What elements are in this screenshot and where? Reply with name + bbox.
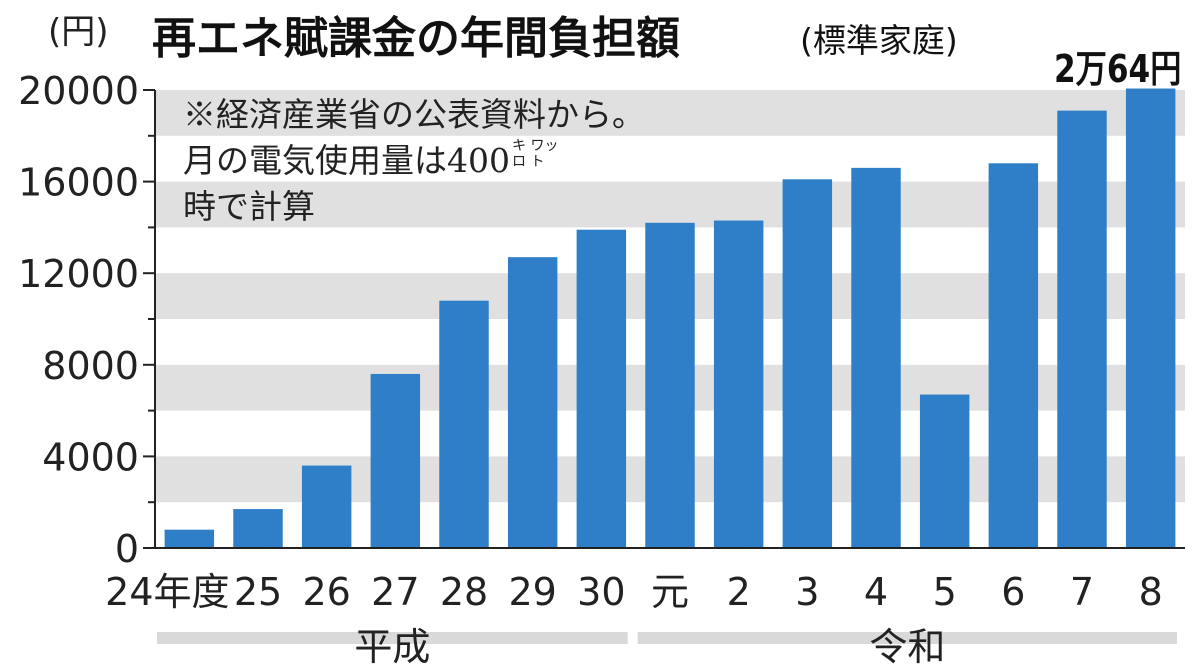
x-tick-label: 元 <box>651 570 689 614</box>
era-bar <box>637 632 1177 644</box>
note-line-1: ※経済産業省の公表資料から。 <box>183 95 645 134</box>
era-groups: 平成 令和 <box>157 625 1177 669</box>
source-note: ※経済産業省の公表資料から。 月の電気使用量は400 キ ワッロ ト 時で計算 <box>183 92 645 230</box>
chart-title: 再エネ賦課金の年間負担額 <box>152 13 680 64</box>
bar <box>782 179 833 548</box>
note-line-2: 月の電気使用量は400 キ ワッロ ト <box>183 138 645 184</box>
bar <box>851 167 901 549</box>
y-tick-label: 8000 <box>42 344 139 388</box>
x-axis-labels: 24年度 25 26 27 28 29 30 元 2 3 4 5 6 7 8 <box>105 570 1163 614</box>
x-tick-label: 29 <box>508 570 556 614</box>
x-tick-label: 30 <box>577 570 625 614</box>
x-tick-label: 6 <box>1001 570 1025 614</box>
unit-top: キ ワッ <box>512 138 559 154</box>
bar <box>988 163 1039 548</box>
era-label: 平成 <box>354 625 430 669</box>
bar <box>576 229 627 548</box>
y-tick-label: 20000 <box>18 69 139 113</box>
bar <box>713 220 764 548</box>
era-bar <box>157 632 628 644</box>
bar <box>507 257 558 548</box>
x-tick-label: 28 <box>440 570 488 614</box>
y-tick-label: 4000 <box>42 435 139 479</box>
x-tick-label: 3 <box>795 570 819 614</box>
bar <box>439 300 489 548</box>
bar <box>919 394 970 548</box>
unit-bottom: ロ ト <box>512 154 545 170</box>
bar <box>1125 88 1176 549</box>
x-tick-label: 4 <box>864 570 888 614</box>
kilowatt-unit: キ ワッロ ト <box>512 138 558 170</box>
x-tick-label: 8 <box>1139 570 1163 614</box>
bar <box>164 529 215 548</box>
x-tick-label: 24年度 <box>105 570 229 614</box>
bars <box>164 88 1176 549</box>
x-tick-label: 26 <box>302 570 350 614</box>
grid-band <box>155 90 1185 136</box>
y-tick-label: 12000 <box>18 252 139 296</box>
bar <box>233 509 283 548</box>
era-label: 令和 <box>869 625 945 669</box>
unit-label: (円) <box>48 12 109 52</box>
bar <box>645 222 695 548</box>
x-tick-label: 27 <box>371 570 419 614</box>
x-tick-label: 25 <box>234 570 282 614</box>
bar <box>370 373 421 548</box>
x-tick-label: 5 <box>933 570 957 614</box>
x-tick-label: 2 <box>727 570 751 614</box>
y-tick-label: 16000 <box>18 161 139 205</box>
y-tick-label: 0 <box>115 527 139 571</box>
bar <box>301 465 352 548</box>
x-tick-label: 7 <box>1070 570 1094 614</box>
bar <box>1057 110 1107 549</box>
chart-subtitle: (標準家庭) <box>800 21 958 60</box>
note-line-3: 時で計算 <box>183 187 315 226</box>
note-line-2-text: 月の電気使用量は400 <box>183 141 510 180</box>
last-value-label: 2万64円 <box>1054 47 1182 91</box>
y-axis: 0 4000 8000 12000 16000 20000 <box>18 69 1185 571</box>
